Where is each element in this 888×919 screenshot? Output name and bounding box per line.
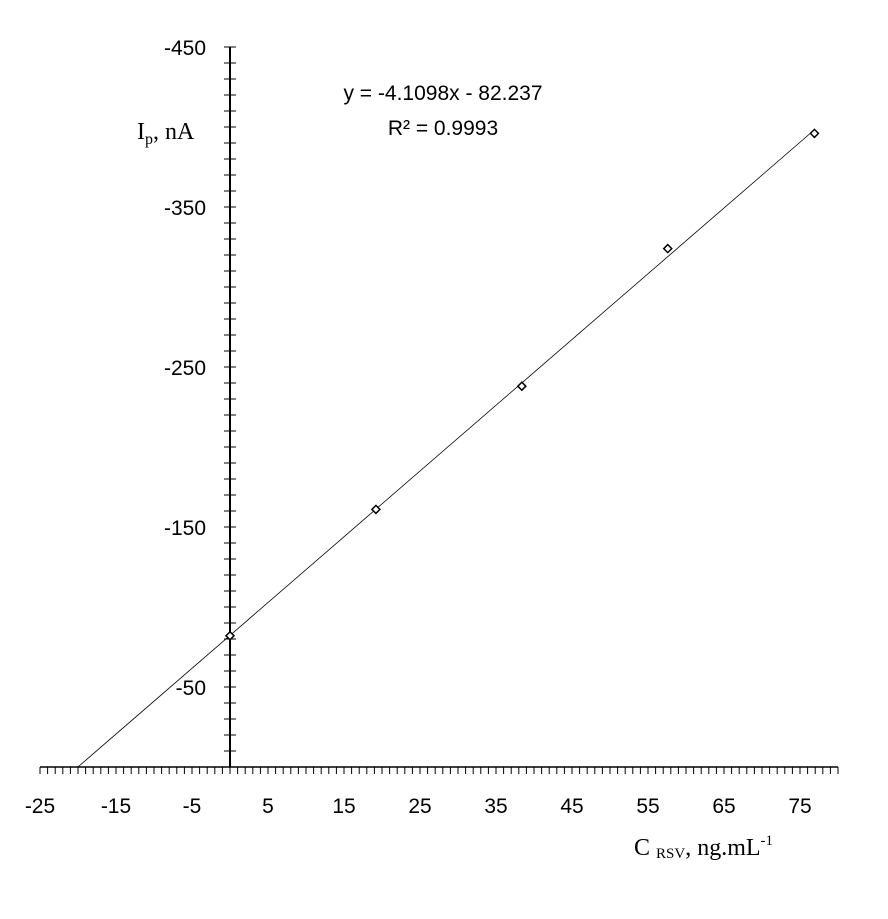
y-tick-label: -250: [164, 357, 206, 380]
y-tick-label: -450: [164, 37, 206, 60]
y-tick-label: -150: [164, 517, 206, 540]
x-label-sup: -1: [761, 833, 774, 849]
x-tick-label: -5: [183, 795, 202, 818]
x-tick-label: 25: [408, 795, 431, 818]
x-tick-label: 65: [712, 795, 735, 818]
point: [516, 381, 527, 392]
point: [809, 128, 820, 139]
x-tick-label: -25: [25, 795, 55, 818]
x-tick-label: 35: [484, 795, 507, 818]
trend-equation: y = -4.1098x - 82.237: [343, 82, 542, 105]
y-axis-label: Ip, nA: [137, 119, 195, 148]
y-label-sub: p: [145, 131, 153, 148]
x-axis-label: C RSV, ng.mL-1: [634, 833, 773, 862]
x-tick-label: 15: [332, 795, 355, 818]
point: [224, 630, 236, 641]
point: [370, 504, 381, 515]
trendline: [77, 129, 815, 768]
y-tick-label: -50: [176, 677, 206, 700]
point: [662, 243, 673, 254]
x-label-sub: RSV: [656, 846, 685, 862]
y-label-main: I: [137, 119, 145, 145]
y-label-rest: , nA: [153, 119, 195, 145]
x-tick-label: 45: [560, 795, 583, 818]
x-tick-label: 55: [636, 795, 659, 818]
trend-r2: R² = 0.9993: [388, 117, 498, 140]
x-tick-label: 75: [788, 795, 811, 818]
x-label-main: C: [634, 835, 656, 861]
y-tick-label: -350: [164, 197, 206, 220]
x-label-rest: , ng.mL: [685, 835, 760, 861]
x-tick-label: -15: [101, 795, 131, 818]
x-tick-label: 5: [262, 795, 274, 818]
